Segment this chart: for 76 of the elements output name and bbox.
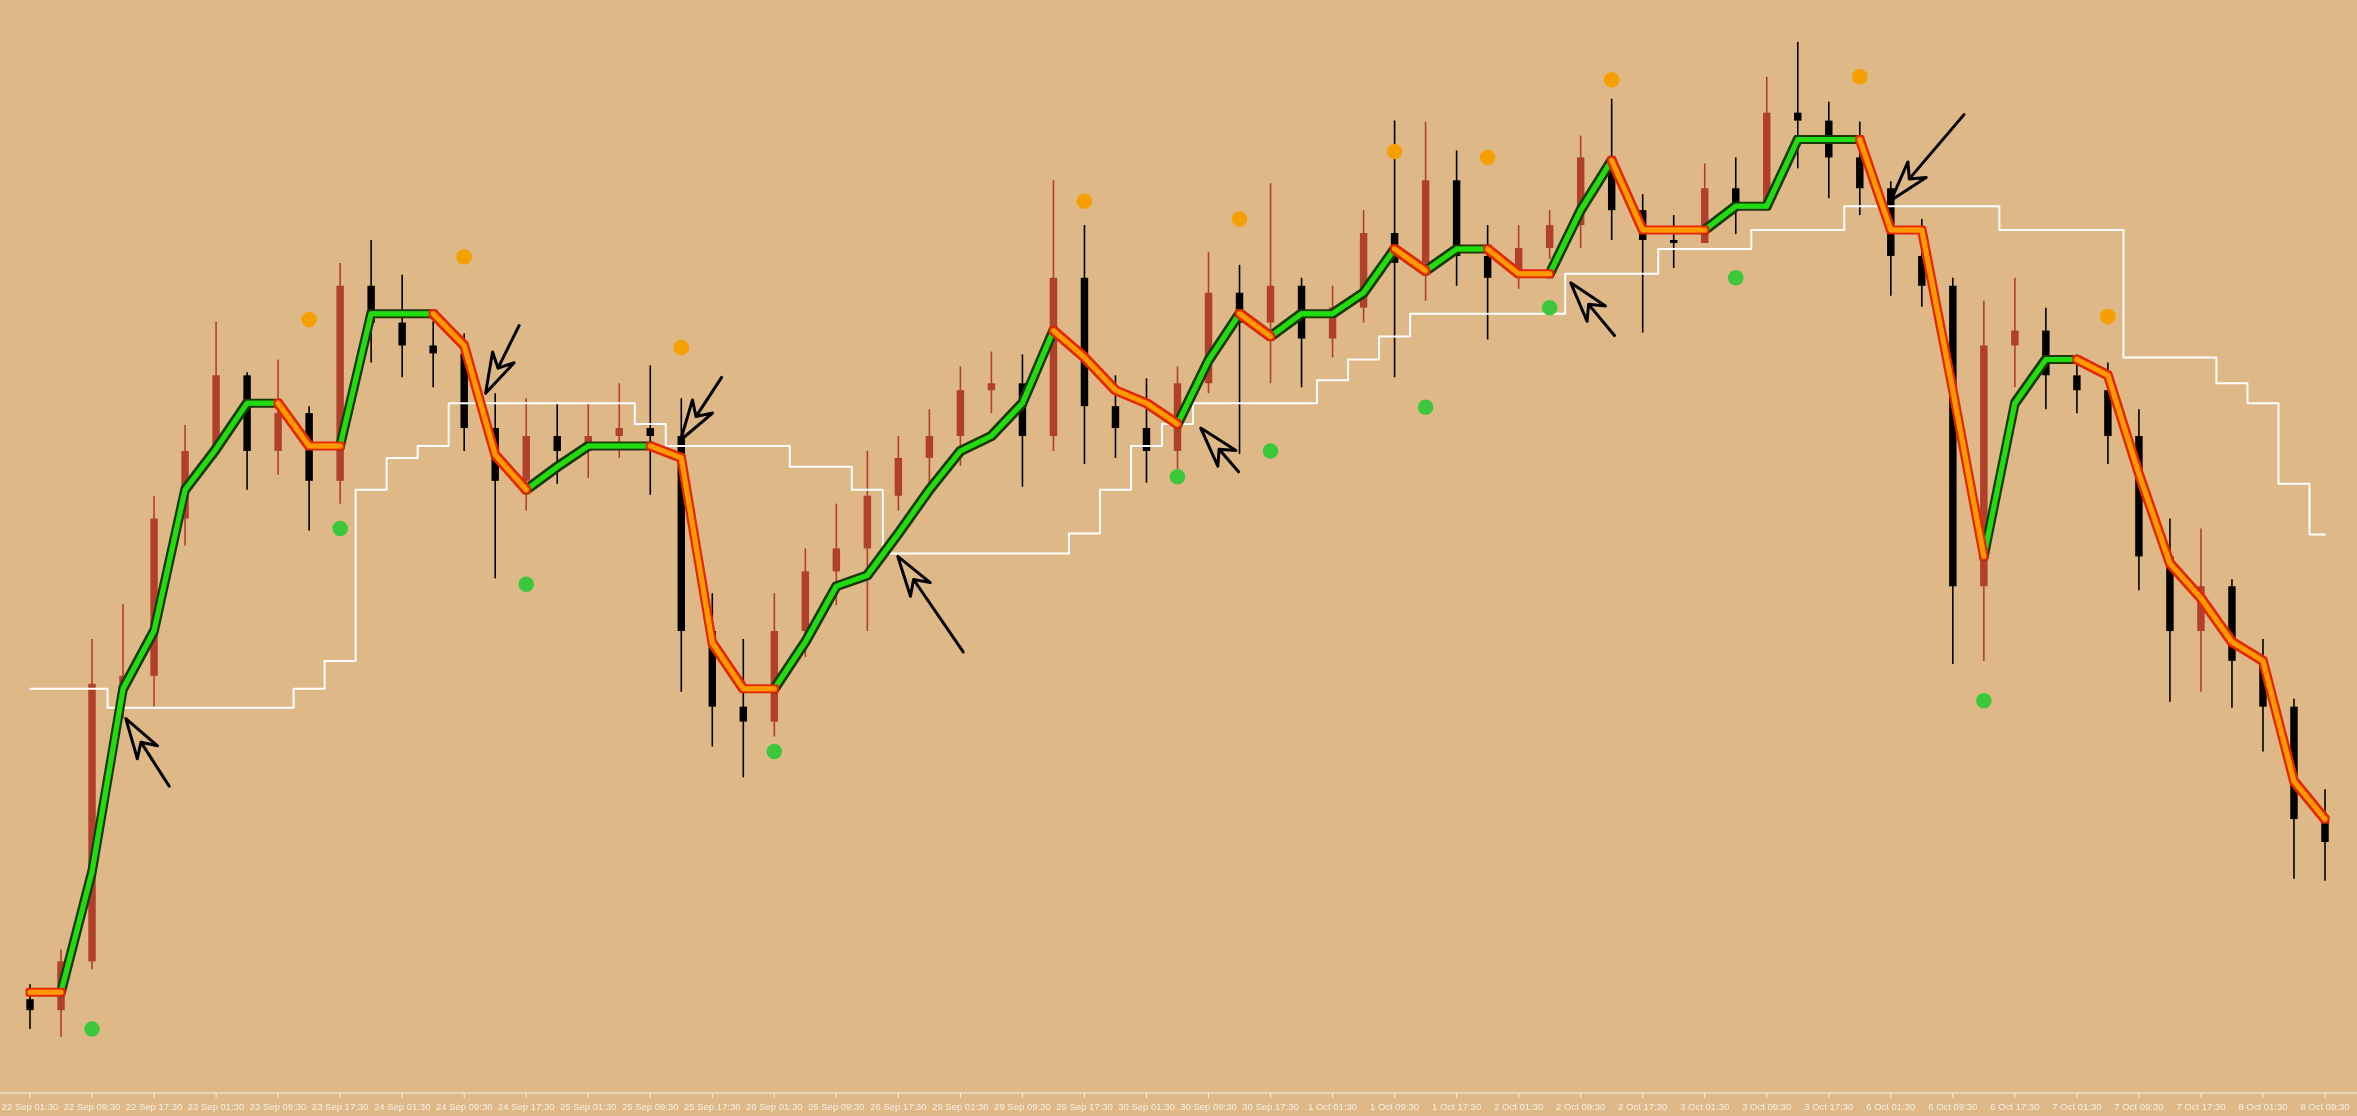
point: [84, 1021, 100, 1037]
x-tick-label: 22 Sep 17:30: [125, 1101, 183, 1112]
point: [1417, 399, 1434, 415]
candlestick: [615, 382, 623, 459]
x-tick-label: 29 Sep 17:30: [1056, 1101, 1113, 1112]
point: [1169, 469, 1186, 485]
candlestick: [1111, 374, 1120, 459]
x-tick-label: 30 Sep 01:30: [1118, 1101, 1175, 1112]
point: [1852, 69, 1868, 85]
x-tick-label: 3 Oct 01:30: [1680, 1101, 1730, 1112]
x-tick-label: 2 Oct 17:30: [1618, 1101, 1668, 1112]
x-tick-label: 26 Sep 17:30: [870, 1101, 927, 1112]
x-tick-label: 3 Oct 17:30: [1804, 1101, 1854, 1112]
candlestick: [832, 502, 841, 606]
candlestick: [646, 364, 654, 496]
x-tick-label: 25 Sep 01:30: [559, 1101, 617, 1112]
point: [1727, 270, 1744, 286]
candlestick: [739, 638, 748, 779]
x-tick-label: 8 Oct 09:30: [2300, 1101, 2350, 1112]
candlestick: [398, 274, 406, 379]
point: [456, 249, 472, 265]
x-tick-label: 24 Sep 01:30: [373, 1101, 431, 1112]
candlestick: [429, 320, 437, 389]
point: [1262, 443, 1279, 459]
x-tick-label: 6 Oct 09:30: [1928, 1101, 1978, 1112]
point: [1231, 211, 1248, 227]
point: [301, 311, 317, 328]
x-tick-label: 26 Sep 09:30: [808, 1101, 865, 1112]
x-tick-label: 8 Oct 01:30: [2238, 1101, 2288, 1112]
x-tick-label: 2 Oct 01:30: [1494, 1101, 1544, 1112]
point: [1386, 143, 1403, 160]
point: [1479, 149, 1496, 166]
candlestick: [925, 408, 934, 485]
candlestick: [2073, 353, 2081, 414]
x-tick-label: 22 Sep 09:30: [63, 1101, 121, 1112]
x-tick-label: 30 Sep 17:30: [1242, 1101, 1299, 1112]
x-tick-label: 3 Oct 09:30: [1742, 1101, 1792, 1112]
candlestick: [1794, 41, 1802, 170]
x-tick-label: 1 Oct 17:30: [1432, 1101, 1482, 1112]
point: [1603, 72, 1620, 88]
point: [1541, 299, 1558, 316]
point: [1076, 193, 1093, 209]
x-tick-label: 7 Oct 09:30: [2114, 1101, 2164, 1112]
x-tick-label: 24 Sep 09:30: [435, 1101, 493, 1112]
x-tick-label: 1 Oct 09:30: [1370, 1101, 1420, 1112]
x-tick-label: 23 Sep 09:30: [249, 1101, 307, 1112]
x-tick-label: 30 Sep 09:30: [1180, 1101, 1237, 1112]
point: [673, 339, 690, 356]
candlestick: [2321, 788, 2329, 882]
x-tick-label: 23 Sep 17:30: [311, 1101, 369, 1112]
point: [1976, 692, 1992, 709]
point: [2100, 308, 2116, 325]
candlestick: [1545, 209, 1554, 260]
candlestick: [26, 983, 34, 1030]
x-tick-label: 6 Oct 01:30: [1866, 1101, 1916, 1112]
x-tick-label: 6 Oct 17:30: [1990, 1101, 2040, 1112]
point: [766, 743, 783, 760]
x-tick-label: 25 Sep 17:30: [684, 1101, 741, 1112]
candlestick: [553, 402, 561, 485]
x-tick-label: 29 Sep 09:30: [994, 1101, 1051, 1112]
x-tick-label: 24 Sep 17:30: [497, 1101, 555, 1112]
x-tick-label: 29 Sep 01:30: [932, 1101, 989, 1112]
x-tick-label: 7 Oct 01:30: [2052, 1101, 2102, 1112]
x-tick-label: 25 Sep 09:30: [622, 1101, 679, 1112]
candlestick: [1483, 224, 1492, 341]
x-tick-label: 26 Sep 01:30: [746, 1101, 803, 1112]
candlestick: [987, 350, 996, 414]
x-tick-label: 23 Sep 01:30: [187, 1101, 245, 1112]
candlestick: [2011, 277, 2019, 389]
x-tick-label: 1 Oct 01:30: [1308, 1101, 1358, 1112]
candlestick: [1669, 214, 1678, 269]
point: [518, 576, 534, 593]
x-tick-label: 7 Oct 17:30: [2176, 1101, 2226, 1112]
x-tick-label: 22 Sep 01:30: [1, 1101, 59, 1112]
point: [332, 520, 348, 537]
x-tick-label: 2 Oct 09:30: [1556, 1101, 1606, 1112]
